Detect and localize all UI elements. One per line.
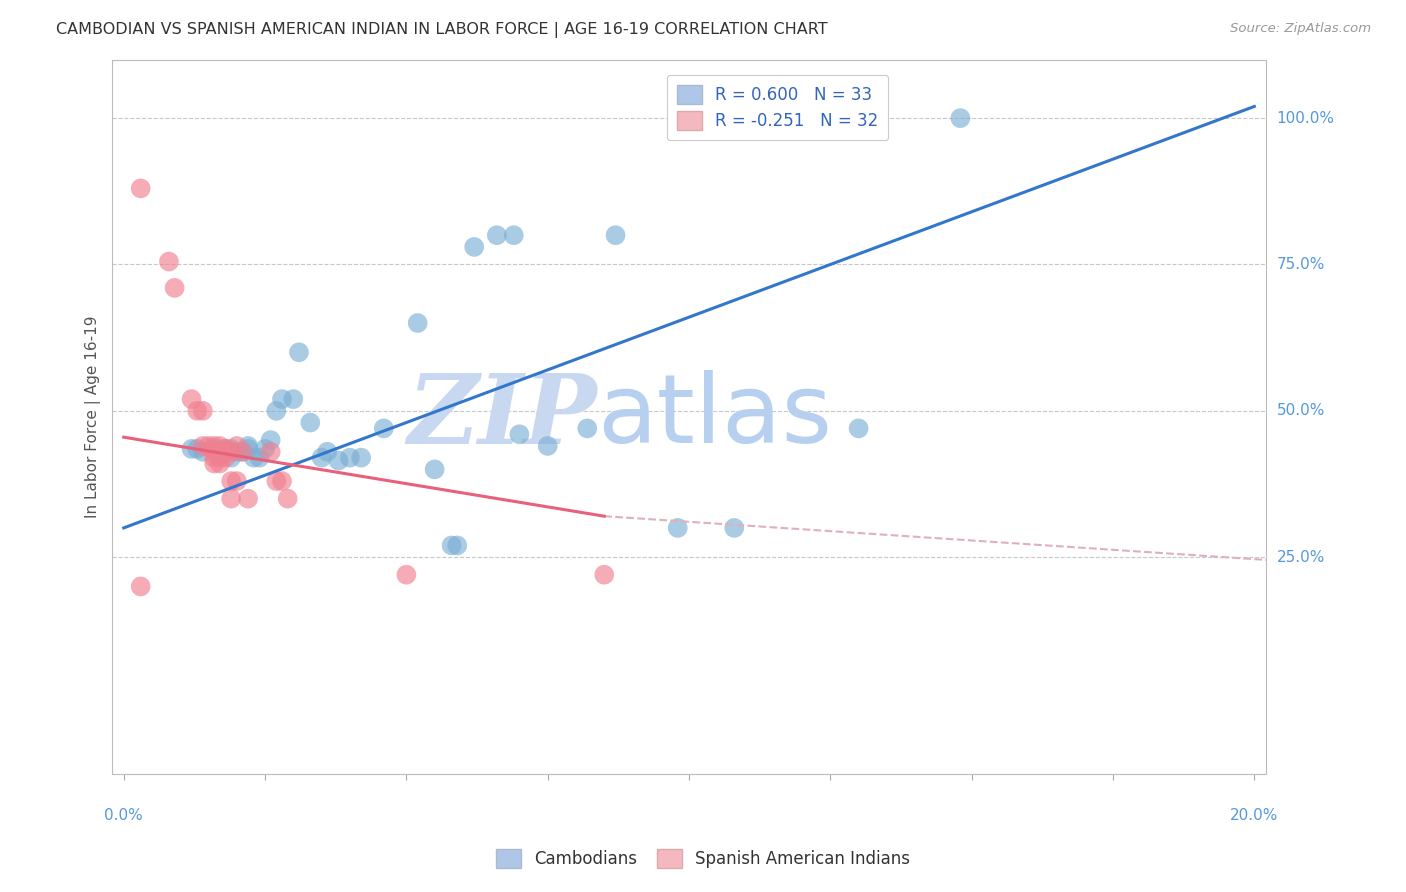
Point — [350, 450, 373, 465]
Point — [485, 228, 508, 243]
Point — [423, 462, 446, 476]
Point — [219, 450, 242, 465]
Point — [666, 521, 689, 535]
Text: 75.0%: 75.0% — [1277, 257, 1324, 272]
Point — [288, 345, 311, 359]
Point — [328, 453, 350, 467]
Point — [373, 421, 395, 435]
Point — [202, 457, 225, 471]
Point — [191, 404, 214, 418]
Text: ZIP: ZIP — [408, 369, 596, 464]
Point — [202, 442, 225, 456]
Point — [271, 474, 294, 488]
Point — [508, 427, 530, 442]
Text: 25.0%: 25.0% — [1277, 549, 1324, 565]
Point — [236, 442, 259, 456]
Point — [231, 445, 253, 459]
Point — [502, 228, 524, 243]
Point — [186, 442, 208, 456]
Legend: Cambodians, Spanish American Indians: Cambodians, Spanish American Indians — [489, 842, 917, 875]
Point — [202, 439, 225, 453]
Point — [236, 439, 259, 453]
Point — [299, 416, 322, 430]
Point — [277, 491, 299, 506]
Point — [260, 433, 283, 447]
Point — [311, 450, 333, 465]
Point — [949, 111, 972, 125]
Point — [260, 445, 283, 459]
Point — [202, 445, 225, 459]
Point — [180, 392, 202, 406]
Point — [266, 474, 288, 488]
Point — [186, 404, 208, 418]
Point — [208, 445, 231, 459]
Point — [236, 491, 259, 506]
Point — [214, 450, 236, 465]
Point — [605, 228, 627, 243]
Text: 50.0%: 50.0% — [1277, 403, 1324, 418]
Point — [316, 445, 339, 459]
Point — [219, 442, 242, 456]
Point — [247, 450, 270, 465]
Point — [197, 439, 219, 453]
Point — [446, 539, 468, 553]
Point — [180, 442, 202, 456]
Point — [463, 240, 485, 254]
Point — [219, 491, 242, 506]
Point — [129, 181, 152, 195]
Point — [339, 450, 361, 465]
Point — [208, 457, 231, 471]
Point — [163, 281, 186, 295]
Point — [214, 445, 236, 459]
Text: 20.0%: 20.0% — [1230, 808, 1278, 823]
Text: CAMBODIAN VS SPANISH AMERICAN INDIAN IN LABOR FORCE | AGE 16-19 CORRELATION CHAR: CAMBODIAN VS SPANISH AMERICAN INDIAN IN … — [56, 22, 828, 38]
Point — [191, 445, 214, 459]
Point — [214, 442, 236, 456]
Point — [283, 392, 305, 406]
Point — [214, 442, 236, 456]
Point — [440, 539, 463, 553]
Point — [406, 316, 429, 330]
Point — [208, 445, 231, 459]
Point — [225, 474, 247, 488]
Point — [848, 421, 870, 435]
Point — [191, 439, 214, 453]
Point — [723, 521, 745, 535]
Point — [254, 442, 277, 456]
Point — [208, 450, 231, 465]
Text: 0.0%: 0.0% — [104, 808, 143, 823]
Point — [576, 421, 599, 435]
Legend: R = 0.600   N = 33, R = -0.251   N = 32: R = 0.600 N = 33, R = -0.251 N = 32 — [666, 75, 889, 140]
Text: Source: ZipAtlas.com: Source: ZipAtlas.com — [1230, 22, 1371, 36]
Point — [395, 567, 418, 582]
Point — [225, 439, 247, 453]
Point — [219, 445, 242, 459]
Point — [202, 450, 225, 465]
Point — [214, 445, 236, 459]
Point — [242, 450, 264, 465]
Point — [537, 439, 560, 453]
Point — [219, 474, 242, 488]
Point — [271, 392, 294, 406]
Point — [266, 404, 288, 418]
Point — [225, 445, 247, 459]
Point — [208, 439, 231, 453]
Point — [129, 579, 152, 593]
Y-axis label: In Labor Force | Age 16-19: In Labor Force | Age 16-19 — [86, 316, 101, 518]
Point — [157, 254, 180, 268]
Text: atlas: atlas — [596, 370, 832, 463]
Text: 100.0%: 100.0% — [1277, 111, 1334, 126]
Point — [593, 567, 616, 582]
Point — [231, 445, 253, 459]
